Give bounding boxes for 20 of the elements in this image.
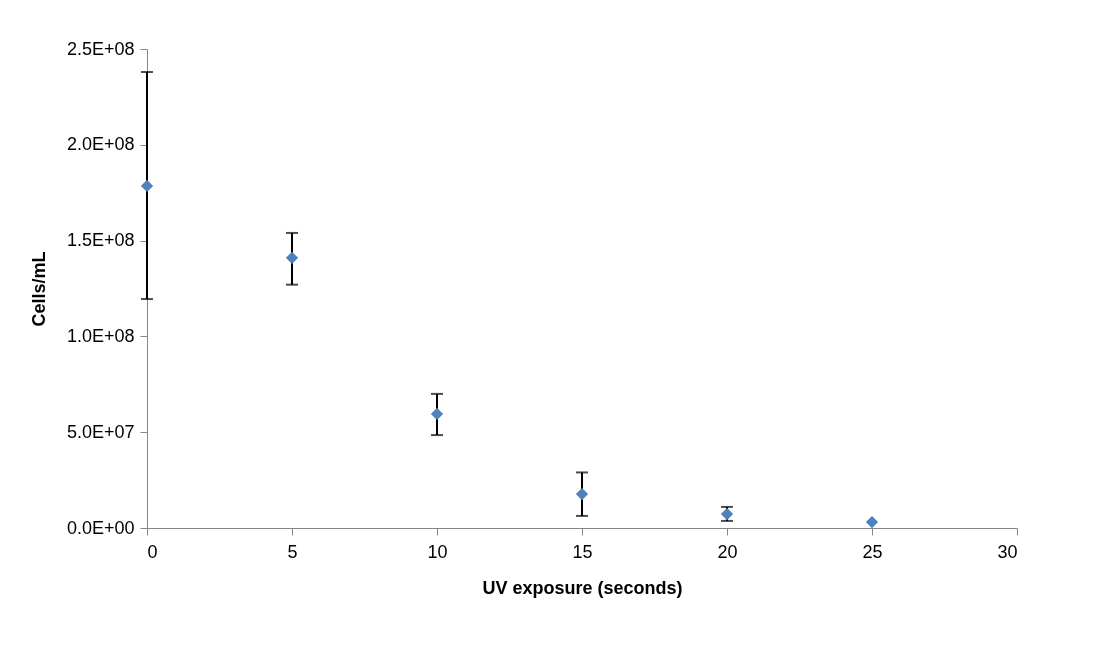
x-tick-label: 5	[287, 541, 298, 562]
x-tick-label: 0	[147, 541, 158, 562]
point	[140, 179, 154, 193]
y-tick-label: 0.0E+00	[66, 517, 135, 538]
x-tick-label: 20	[717, 541, 738, 562]
y-tick-label: 1.5E+08	[66, 230, 135, 251]
y-tick-label: 1.0E+08	[66, 325, 135, 346]
x-tick-label: 25	[862, 541, 883, 562]
y-tick-label: 2.5E+08	[66, 38, 135, 59]
y-tick-label: 2.0E+08	[66, 134, 135, 155]
point	[430, 407, 444, 421]
point	[285, 251, 299, 264]
x-tick-label: 10	[427, 541, 448, 562]
x-tick-label: 15	[572, 541, 593, 562]
y-tick-label: 5.0E+07	[66, 421, 135, 442]
y-axis-title: Cells/mL	[28, 251, 49, 327]
point	[865, 515, 879, 529]
point	[575, 487, 589, 501]
x-tick-label: 30	[997, 541, 1018, 562]
x-axis-title: UV exposure (seconds)	[482, 577, 683, 598]
